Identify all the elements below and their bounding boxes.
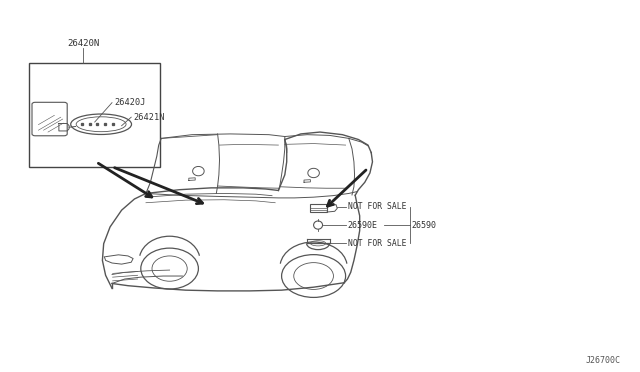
Text: NOT FOR SALE: NOT FOR SALE (348, 202, 406, 211)
Text: 26590: 26590 (412, 221, 436, 230)
Text: 26421N: 26421N (133, 113, 164, 122)
Text: 26590E: 26590E (348, 221, 378, 230)
Text: 26420J: 26420J (114, 98, 145, 107)
Text: NOT FOR SALE: NOT FOR SALE (348, 239, 406, 248)
Bar (29, 63, 160, 167)
Bar (310, 204, 327, 212)
Text: 26420N: 26420N (67, 39, 99, 48)
Text: J26700C: J26700C (586, 356, 621, 365)
